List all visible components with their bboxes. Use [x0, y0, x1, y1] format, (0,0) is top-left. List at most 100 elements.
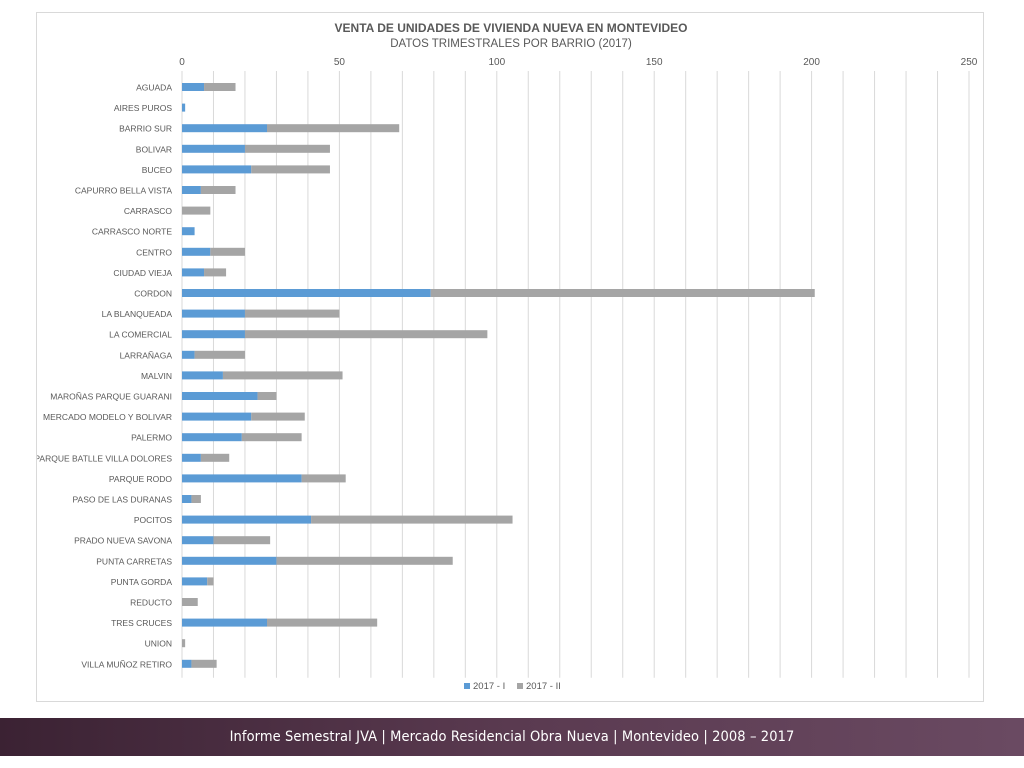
category-label: POCITOS — [134, 515, 172, 525]
category-label: CAPURRO BELLA VISTA — [75, 186, 172, 196]
bar-series1 — [182, 83, 205, 91]
bar-series2 — [210, 247, 245, 256]
category-label: LA BLANQUEADA — [102, 309, 173, 319]
bar-series2 — [244, 330, 488, 339]
bar-series2 — [251, 165, 330, 174]
category-label: CIUDAD VIEJA — [113, 268, 172, 278]
bars — [182, 83, 815, 668]
bar-series2 — [244, 144, 330, 153]
bar-series2 — [204, 83, 236, 91]
bar-series1 — [182, 124, 267, 133]
bar-series2 — [191, 495, 201, 503]
category-label: MAROÑAS PARQUE GUARANI — [50, 392, 172, 402]
category-label: CENTRO — [136, 247, 172, 257]
bar-series1 — [182, 227, 195, 236]
bar-series1 — [182, 556, 277, 565]
bar-series2 — [200, 453, 230, 462]
category-label: CARRASCO NORTE — [92, 227, 172, 237]
bar-series1 — [182, 515, 312, 524]
legend-label: 2017 - I — [473, 681, 505, 692]
category-label: AGUADA — [136, 83, 172, 93]
bar-series2 — [182, 206, 211, 215]
bar-series2 — [430, 289, 815, 297]
category-label: PUNTA GORDA — [111, 577, 173, 587]
x-tick-label: 150 — [646, 57, 663, 68]
bar-series1 — [182, 268, 205, 277]
x-axis-ticks: 0 50 100 150 200 250 — [179, 57, 978, 68]
bar-series2 — [207, 577, 214, 586]
bar-series1 — [182, 330, 245, 339]
legend: 2017 - I 2017 - II — [464, 681, 561, 692]
bar-series2 — [194, 350, 245, 359]
bar-series1 — [182, 433, 242, 442]
x-tick-label: 250 — [961, 57, 978, 68]
bar-series2 — [241, 433, 302, 442]
bar-series1 — [182, 536, 214, 545]
bar-series1 — [182, 618, 267, 627]
y-axis-categories: AGUADA AIRES PUROS BARRIO SUR BOLIVAR BUCEO C… — [34, 83, 173, 670]
category-label: LA COMERCIAL — [109, 330, 172, 340]
category-label: BUCEO — [142, 165, 173, 175]
category-label: LARRAÑAGA — [120, 350, 173, 360]
bar-series1 — [182, 474, 302, 483]
legend-label: 2017 - II — [526, 681, 561, 692]
bar-series2 — [182, 598, 198, 606]
category-label: PRADO NUEVA SAVONA — [74, 536, 172, 546]
bar-series2 — [182, 639, 186, 648]
category-label: PASO DE LAS DURANAS — [72, 495, 172, 505]
gridlines — [181, 71, 970, 678]
chart-frame: VENTA DE UNIDADES DE VIVIENDA NUEVA EN M… — [34, 12, 984, 702]
bar-series1 — [182, 453, 201, 462]
bar-series1 — [182, 289, 431, 297]
category-label: PALERMO — [131, 433, 172, 443]
bar-series2 — [276, 556, 453, 565]
bar-series2 — [244, 309, 340, 318]
bar-series2 — [251, 412, 305, 421]
bar-series1 — [182, 412, 252, 421]
category-label: MALVIN — [141, 371, 172, 381]
bar-series2 — [301, 474, 346, 483]
bar-series1 — [182, 392, 258, 400]
x-tick-label: 100 — [488, 57, 505, 68]
x-tick-label: 200 — [803, 57, 820, 68]
category-label: CARRASCO — [124, 206, 173, 216]
chart-subtitle: DATOS TRIMESTRALES POR BARRIO (2017) — [390, 38, 632, 50]
bar-series1 — [182, 247, 211, 256]
bar-series2 — [200, 186, 236, 194]
category-label: PARQUE RODO — [109, 474, 173, 484]
bar-series2 — [191, 659, 217, 668]
bar-series1 — [182, 165, 252, 174]
bar-series2 — [257, 392, 277, 400]
bar-series1 — [182, 144, 245, 153]
bar-series1 — [182, 103, 186, 112]
category-label: BARRIO SUR — [119, 124, 172, 134]
bar-series2 — [311, 515, 513, 524]
x-tick-label: 0 — [179, 57, 185, 68]
bar-series1 — [182, 577, 208, 586]
bar-series1 — [182, 495, 192, 503]
footer-band: Informe Semestral JVA | Mercado Residenc… — [0, 718, 1024, 756]
footer-text: Informe Semestral JVA | Mercado Residenc… — [229, 729, 795, 745]
legend-swatch — [464, 683, 470, 689]
bar-series2 — [204, 268, 227, 277]
category-label: REDUCTO — [130, 598, 172, 608]
bar-series1 — [182, 659, 192, 668]
category-label: PUNTA CARRETAS — [96, 556, 172, 566]
category-label: CORDON — [134, 289, 172, 299]
category-label: TRES CRUCES — [111, 618, 172, 628]
bar-chart: VENTA DE UNIDADES DE VIVIENDA NUEVA EN M… — [34, 21, 978, 692]
chart-title: VENTA DE UNIDADES DE VIVIENDA NUEVA EN M… — [335, 21, 688, 35]
bar-series1 — [182, 371, 223, 380]
bar-series2 — [266, 618, 378, 627]
bar-series1 — [182, 309, 245, 318]
category-label: PARQUE BATLLE VILLA DOLORES — [37, 453, 172, 463]
category-label: UNION — [145, 639, 172, 649]
category-label: VILLA MUÑOZ RETIRO — [81, 659, 172, 669]
category-label: MERCADO MODELO Y BOLIVAR — [43, 412, 172, 422]
bar-series1 — [182, 186, 201, 194]
category-label: AIRES PUROS — [114, 103, 172, 113]
category-label: BOLIVAR — [136, 144, 172, 154]
bar-series2 — [266, 124, 400, 133]
bar-series1 — [182, 350, 195, 359]
legend-swatch — [517, 683, 523, 689]
